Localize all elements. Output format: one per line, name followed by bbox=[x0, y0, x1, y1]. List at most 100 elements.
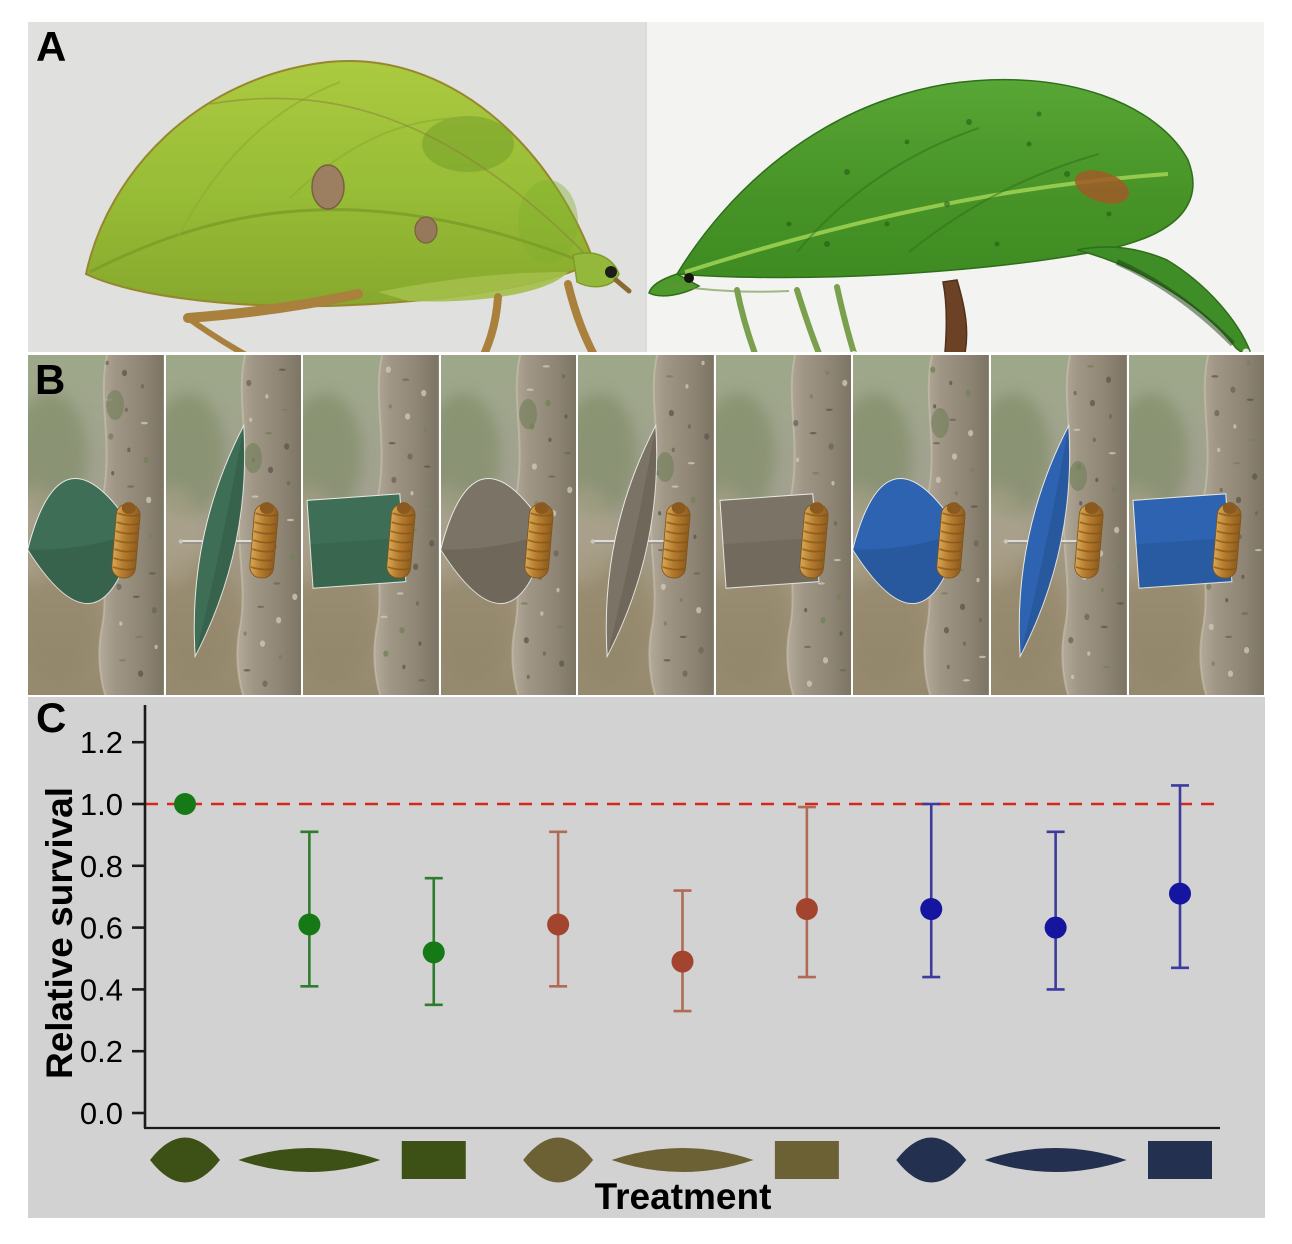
brown-patch bbox=[1074, 170, 1130, 204]
panel-b-label: B bbox=[35, 356, 66, 403]
katydid-head bbox=[572, 252, 620, 288]
x-axis-icon-green-leaf bbox=[150, 1137, 220, 1183]
leaf-mimic-katydid-facing-right bbox=[84, 59, 632, 352]
model-photo-6-brown-rectangle bbox=[715, 355, 852, 695]
treatment-point-1 bbox=[174, 793, 196, 815]
mealworm-larva bbox=[1211, 502, 1241, 579]
panel-c: C 0.0 0.2 0.4 0.6 0.8 1.0 1.2 Relative survival… bbox=[28, 697, 1265, 1218]
x-axis-icon-brown-rectangle bbox=[774, 1141, 839, 1179]
data-point bbox=[547, 913, 570, 936]
paper-model-narrow-leaf bbox=[605, 423, 658, 659]
x-axis-icon-blue-leaf bbox=[896, 1137, 967, 1183]
paper-model-rectangle bbox=[306, 493, 407, 589]
model-photo-7-blue-leaf bbox=[853, 355, 989, 695]
katydid-body bbox=[675, 78, 1194, 279]
treatment-point-6 bbox=[795, 805, 818, 979]
model-photo-5-brown-narrow-leaf bbox=[578, 355, 714, 695]
data-point bbox=[174, 793, 196, 815]
wing-brown-spot bbox=[311, 164, 345, 210]
mealworm-larva bbox=[111, 502, 141, 579]
model-photo-1-green-leaf bbox=[28, 355, 164, 695]
x-axis-icon-green-rectangle bbox=[401, 1141, 466, 1179]
panel-a-label: A bbox=[36, 23, 67, 70]
treatment-point-8 bbox=[1044, 830, 1067, 991]
wing-dark-patch-2 bbox=[518, 180, 578, 264]
treatment-point-3 bbox=[422, 876, 445, 1007]
y-axis-title: Relative survival bbox=[39, 787, 80, 1079]
model-photo-svg bbox=[28, 355, 164, 695]
model-photo-svg bbox=[715, 355, 852, 695]
katydid-photo-right bbox=[647, 22, 1264, 352]
paper-model-leaf bbox=[440, 477, 549, 605]
data-point bbox=[422, 941, 445, 964]
paper-model-leaf bbox=[28, 477, 136, 605]
foot-tips bbox=[851, 351, 857, 352]
model-photo-9-blue-rectangle bbox=[1128, 355, 1265, 695]
wing-tip-streak bbox=[1115, 259, 1236, 347]
katydid-legs bbox=[183, 280, 597, 352]
eye bbox=[684, 273, 694, 283]
brown-leg bbox=[942, 279, 968, 352]
data-point bbox=[1169, 882, 1191, 905]
paper-model-rectangle bbox=[719, 493, 820, 589]
data-point bbox=[1044, 916, 1067, 939]
model-photo-strip bbox=[28, 355, 1265, 695]
paper-model-narrow-leaf bbox=[1018, 423, 1071, 659]
y-tick-label: 0.8 bbox=[80, 849, 123, 884]
y-tick-label: 1.0 bbox=[80, 787, 123, 822]
treatment-point-5 bbox=[671, 889, 694, 1013]
mealworm-larva bbox=[386, 502, 416, 579]
mealworm-larva bbox=[936, 502, 966, 579]
panel-b: B bbox=[28, 355, 1265, 695]
mealworm-larva bbox=[249, 502, 279, 579]
x-axis-icon-brown-narrow-leaf bbox=[611, 1148, 754, 1172]
model-photo-svg bbox=[440, 355, 577, 695]
y-tick-label: 0.4 bbox=[80, 972, 123, 1007]
treatment-point-9 bbox=[1169, 784, 1191, 970]
model-photo-4-brown-leaf bbox=[440, 355, 577, 695]
y-tick-label: 0.6 bbox=[80, 911, 123, 946]
mealworm-larva bbox=[1074, 502, 1104, 579]
model-photo-svg bbox=[303, 355, 439, 695]
x-axis-icon-brown-leaf bbox=[523, 1137, 594, 1183]
wing-vein bbox=[177, 81, 341, 238]
y-tick-label: 1.2 bbox=[80, 725, 123, 760]
model-photo-8-blue-narrow-leaf bbox=[990, 355, 1127, 695]
mealworm-larva bbox=[799, 502, 829, 579]
model-photo-3-green-rectangle bbox=[303, 355, 439, 695]
y-tick-label: 0.2 bbox=[80, 1034, 123, 1069]
wing-midvein bbox=[89, 208, 589, 274]
model-photo-svg bbox=[165, 355, 302, 695]
antenna bbox=[209, 97, 589, 258]
paper-model-leaf bbox=[853, 477, 962, 605]
model-photo-svg bbox=[1128, 355, 1265, 695]
body-vein bbox=[908, 153, 1100, 253]
data-point bbox=[920, 898, 943, 921]
leaf-mimic-katydid-facing-left bbox=[648, 78, 1251, 352]
panel-a: A bbox=[28, 22, 1264, 352]
antenna bbox=[668, 284, 790, 293]
abdomen bbox=[378, 272, 568, 302]
paper-model-narrow-leaf bbox=[193, 423, 245, 659]
treatment-point-2 bbox=[298, 830, 321, 988]
body-vein bbox=[796, 127, 980, 253]
mealworm-larva bbox=[524, 502, 554, 579]
katydid-legs bbox=[734, 284, 857, 352]
wing-dark-patch bbox=[422, 116, 514, 172]
data-point bbox=[795, 898, 818, 921]
treatment-point-7 bbox=[920, 802, 943, 979]
paper-model-rectangle bbox=[1131, 493, 1232, 589]
model-photo-svg bbox=[578, 355, 714, 695]
y-tick-label: 0.0 bbox=[80, 1096, 123, 1131]
mouthparts bbox=[613, 277, 632, 294]
data-point bbox=[671, 950, 694, 973]
data-point bbox=[298, 913, 321, 936]
panel-c-label: C bbox=[36, 694, 67, 741]
body-mottling bbox=[786, 111, 1112, 247]
model-photo-svg bbox=[990, 355, 1127, 695]
mealworm-larva bbox=[661, 502, 691, 579]
wing-brown-spot-2 bbox=[414, 216, 438, 244]
x-axis-icon-blue-rectangle bbox=[1148, 1141, 1212, 1179]
